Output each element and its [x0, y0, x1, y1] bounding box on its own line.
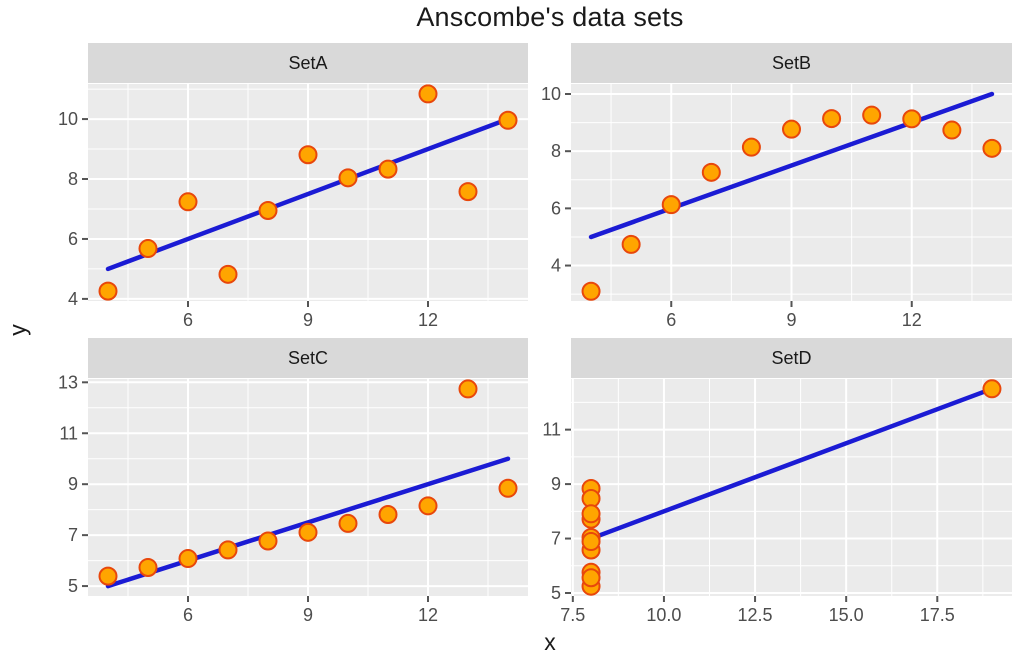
data-point [902, 109, 922, 129]
facet-setc: SetC 6 9 12 5 7 9 11 13 [33, 338, 536, 635]
regression-line [105, 456, 511, 589]
data-point [338, 513, 358, 533]
x-axis-title: x [544, 629, 556, 655]
x-tick-label: 9 [303, 310, 313, 330]
y-tick-label: 7 [551, 529, 561, 549]
data-point [458, 182, 478, 202]
facet-strip-label: SetC [288, 348, 328, 368]
y-tick-label: 11 [542, 420, 561, 440]
facet-setd: SetD 7.5 10.0 12.5 15.0 17.5 5 7 9 11 [516, 338, 1020, 635]
data-point [258, 531, 278, 551]
x-tick-label: 15.0 [829, 605, 864, 625]
data-point [942, 120, 962, 140]
facet-strip [88, 338, 528, 378]
y-tick-label: 5 [68, 576, 78, 596]
x-tick-label: 12 [418, 310, 438, 330]
x-tick-label: 9 [303, 605, 313, 625]
data-point [982, 379, 1002, 399]
facet-strip-label: SetB [772, 53, 811, 73]
y-tick-label: 8 [68, 169, 78, 189]
facet-strip-label: SetA [288, 53, 327, 73]
y-tick-label: 6 [68, 229, 78, 249]
x-tick-label: 10.0 [646, 605, 681, 625]
y-tick-label: 6 [551, 198, 561, 218]
x-tick-label: 6 [666, 310, 676, 330]
y-tick-label: 10 [541, 84, 561, 104]
y-axis-title: y [4, 324, 31, 336]
facet-strip [571, 338, 1012, 378]
data-point [138, 557, 158, 577]
data-point [581, 504, 601, 524]
data-point [338, 168, 358, 188]
x-tick-label: 7.5 [560, 605, 585, 625]
data-point [822, 109, 842, 129]
y-tick-label: 4 [551, 256, 561, 276]
data-point [378, 159, 398, 179]
data-point [418, 84, 438, 104]
data-point [862, 105, 882, 125]
data-point [178, 192, 198, 212]
data-point [138, 239, 158, 259]
data-point [378, 504, 398, 524]
x-tick-label: 9 [786, 310, 796, 330]
facet-strip [88, 43, 528, 83]
data-point [458, 379, 478, 399]
facet-seta: SetA 6 9 12 4 6 8 10 [33, 43, 536, 340]
data-point [661, 195, 681, 215]
regression-line [588, 91, 995, 240]
data-point [258, 200, 278, 220]
data-point [498, 110, 518, 130]
data-point [581, 532, 601, 552]
data-point [98, 281, 118, 301]
y-tick-label: 9 [68, 474, 78, 494]
data-point [621, 234, 641, 254]
y-tick-label: 10 [58, 109, 78, 129]
data-point [298, 145, 318, 165]
facet-plot: SetA 6 9 12 4 6 8 10 [58, 43, 528, 330]
facet-plot: SetC 6 9 12 5 7 9 11 13 [58, 338, 528, 625]
x-tick-label: 12.5 [738, 605, 773, 625]
y-tick-label: 9 [551, 474, 561, 494]
data-point [218, 264, 238, 284]
x-tick-label: 6 [183, 605, 193, 625]
facet-setb: SetB 6 9 12 4 6 8 10 [516, 43, 1020, 340]
chart-title: Anscombe's data sets [416, 2, 684, 32]
facet-strip [571, 43, 1012, 83]
y-tick-label: 13 [58, 372, 78, 392]
y-tick-label: 8 [551, 141, 561, 161]
y-tick-label: 4 [68, 289, 78, 309]
facet-plot: SetD 7.5 10.0 12.5 15.0 17.5 5 7 9 11 [542, 338, 1012, 625]
regression-line [588, 386, 995, 541]
y-tick-label: 7 [68, 525, 78, 545]
data-point [982, 138, 1002, 158]
y-tick-label: 5 [551, 583, 561, 603]
data-point [701, 162, 721, 182]
x-tick-label: 17.5 [920, 605, 955, 625]
panel-background [571, 379, 1012, 596]
data-point [581, 281, 601, 301]
data-point [178, 549, 198, 569]
x-tick-label: 12 [902, 310, 922, 330]
data-point [418, 496, 438, 516]
data-point [782, 119, 801, 139]
data-point [298, 522, 318, 542]
data-point [498, 478, 518, 498]
facet-strip-label: SetD [771, 348, 811, 368]
data-point [218, 540, 238, 560]
x-tick-label: 12 [418, 605, 438, 625]
facet-plot: SetB 6 9 12 4 6 8 10 [541, 43, 1012, 330]
y-tick-label: 11 [59, 423, 78, 443]
data-point [741, 137, 761, 157]
data-point [98, 566, 118, 586]
data-point [581, 568, 601, 588]
x-tick-label: 6 [183, 310, 193, 330]
regression-line [105, 116, 511, 272]
